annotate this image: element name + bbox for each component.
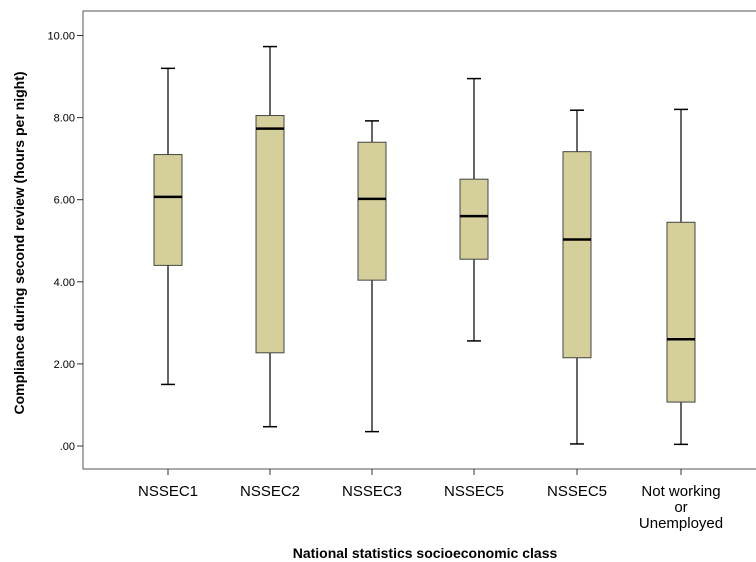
box-plot-item bbox=[357, 120, 387, 433]
box-plot-item bbox=[459, 77, 489, 342]
y-axis: .00 2.00 4.00 6.00 8.00 10.00 bbox=[47, 31, 83, 453]
plot-area-frame bbox=[82, 10, 756, 470]
box-plot-item bbox=[255, 45, 285, 428]
x-tick-label: NSSEC1 bbox=[138, 483, 198, 500]
x-tick-label: NSSEC5 bbox=[444, 483, 504, 500]
box-iqr bbox=[153, 154, 183, 266]
x-tick-label: Not working bbox=[641, 483, 720, 500]
x-tick-label: Unemployed bbox=[639, 515, 723, 532]
box-plot-item bbox=[666, 108, 696, 446]
y-tick-label: 4.00 bbox=[54, 277, 75, 289]
y-tick-label: 10.00 bbox=[47, 31, 75, 43]
x-tick-label: NSSEC2 bbox=[240, 483, 300, 500]
y-axis-title: Compliance during second review (hours p… bbox=[11, 71, 27, 414]
x-tick-label: or bbox=[674, 499, 687, 516]
y-tick-label: .00 bbox=[60, 441, 75, 453]
y-tick-label: 2.00 bbox=[54, 359, 75, 371]
box-iqr bbox=[562, 151, 592, 359]
boxes-group bbox=[153, 45, 696, 446]
y-tick-label: 8.00 bbox=[54, 113, 75, 125]
x-tick-label: NSSEC5 bbox=[547, 483, 607, 500]
box-plot-item bbox=[562, 109, 592, 445]
box-iqr bbox=[459, 178, 489, 260]
x-tick-label: NSSEC3 bbox=[342, 483, 402, 500]
box-iqr bbox=[357, 141, 387, 281]
x-axis: NSSEC1 NSSEC2 NSSEC3 NSSEC5 NSSEC5 Not workin… bbox=[138, 469, 723, 532]
x-axis-title: National statistics socioeconomic class bbox=[293, 545, 558, 561]
y-tick-label: 6.00 bbox=[54, 195, 75, 207]
box-iqr bbox=[255, 115, 285, 354]
box-iqr bbox=[666, 221, 696, 403]
box-plot-item bbox=[153, 67, 183, 386]
